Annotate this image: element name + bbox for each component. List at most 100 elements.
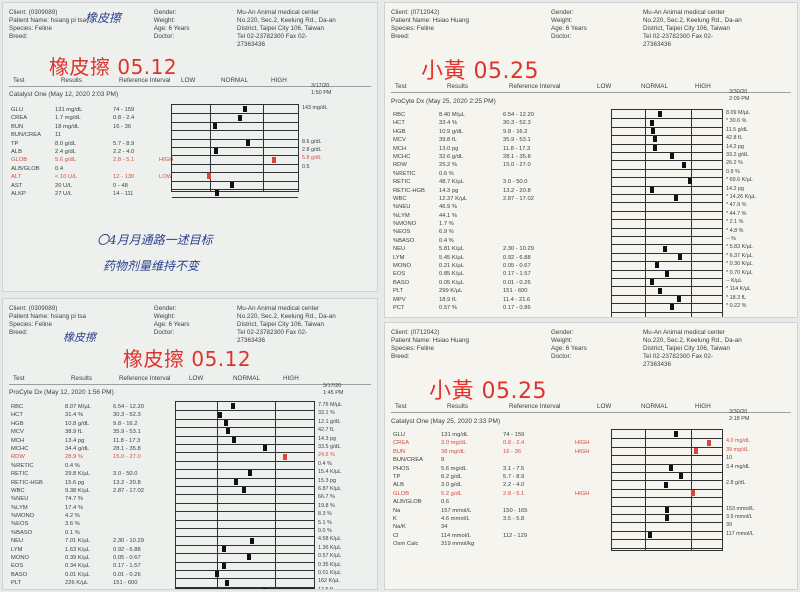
test-name: MPV <box>393 296 406 303</box>
row-divider <box>176 544 314 546</box>
reference-interval: 11.8 - 17.3 <box>503 145 531 152</box>
test-value: 8.40 M/µL <box>439 112 465 118</box>
test-name: MPV <box>11 588 24 590</box>
value-marker <box>691 490 696 496</box>
value-marker <box>272 156 277 163</box>
previous-value: 0.57 K/µL <box>318 553 342 560</box>
clinic-tel: Tel 02-23782300 Fax 02- <box>643 33 714 40</box>
report-card-2: Client: (0712042) Patient Name: Hsiao Hu… <box>384 2 798 318</box>
previous-value: 6.87 K/µL <box>318 486 342 492</box>
date-stamp: 小黃 05.25 <box>429 379 547 404</box>
value-marker <box>654 262 659 269</box>
row-divider <box>612 244 722 246</box>
previous-value: * 0.70 K/µL <box>726 269 753 276</box>
previous-value: * 44.7 % <box>726 210 747 217</box>
row-divider <box>176 536 314 538</box>
prev-date-day: 3/30/20 <box>729 89 748 95</box>
patient-name: Patient Name: Hsiao Huang <box>391 337 470 344</box>
value-marker <box>682 161 687 168</box>
test-name: BASO <box>11 571 28 578</box>
patient-name: Patient Name: Hsiao Huang <box>391 17 470 24</box>
test-name: MCH <box>393 145 407 152</box>
row-divider <box>172 147 298 148</box>
result-row: %MONO 4.2 % <box>9 512 371 520</box>
test-value: 0.6 % <box>439 170 454 177</box>
test-value: 31.4 % <box>65 412 84 419</box>
previous-value: 17.5 fL <box>318 586 335 590</box>
value-marker <box>693 448 698 454</box>
test-name: TP <box>393 473 401 480</box>
col-ref: Reference Interval <box>509 403 561 410</box>
previous-value: 39 <box>726 522 732 529</box>
previous-value: 15.4 K/µL <box>318 469 342 476</box>
result-row: PHOS 5.6 mg/dL 3.1 - 7.5 <box>391 465 791 473</box>
test-name: LYM <box>11 546 23 553</box>
row-divider <box>612 126 722 128</box>
row-divider <box>176 469 314 471</box>
result-rows: RBC 8.07 M/µL 6.54 - 12.20 HCT 31.4 % 30.3 - … <box>9 403 371 590</box>
test-name: %LYM <box>393 212 410 219</box>
row-divider <box>612 446 722 448</box>
result-row: TP 8.0 g/dL 5.7 - 8.9 <box>9 140 371 148</box>
test-name: BUN <box>393 448 406 455</box>
row-divider <box>612 438 722 440</box>
gender-label: Gender: <box>551 9 574 16</box>
row-divider <box>612 278 722 279</box>
previous-value: 3.9 mmol/L <box>726 514 753 520</box>
reference-interval: 30.3 - 52.3 <box>503 120 531 127</box>
test-value: 157 mmol/L <box>441 507 472 514</box>
species: Species: Feline <box>9 25 53 32</box>
row-divider <box>176 494 314 496</box>
reference-interval: 0 - 48 <box>113 182 128 189</box>
row-divider <box>176 460 314 462</box>
clinic-address-2: District, Taipei City 106, Taiwan <box>237 321 324 328</box>
value-marker <box>248 470 253 477</box>
test-value: 8.2 g/dL <box>441 473 462 480</box>
col-results: Results <box>71 375 92 382</box>
prev-date-day: 3/30/20 <box>729 409 748 415</box>
client-id: Client: (0309089) <box>9 305 58 312</box>
client-id: Client: (0712042) <box>391 329 440 336</box>
clinic-tel: Tel 02-23782300 Fax 02- <box>237 33 308 40</box>
result-row: MPV 18.9 fL 11.4 - 21.6 <box>391 296 791 304</box>
test-name: BUN/CREA <box>393 457 423 464</box>
test-value: 5.6 mg/dL <box>441 465 467 472</box>
weight-label: Weight: <box>551 337 573 344</box>
handwritten-name: 橡皮擦 <box>85 11 122 25</box>
prev-date-day: 3/17/20 <box>311 83 330 89</box>
reference-interval: 12 - 130 <box>113 174 135 181</box>
test-value: 10.8 g/dL <box>65 420 90 427</box>
value-marker <box>670 153 674 160</box>
test-name: RETIC-HGB <box>393 187 425 194</box>
flag-label: HIGH <box>159 157 174 164</box>
previous-value: 8.09 M/µL <box>726 110 751 116</box>
test-value: 5.6 g/dL <box>55 157 76 164</box>
previous-value: 0.5 <box>302 163 310 170</box>
row-divider <box>612 210 722 212</box>
row-divider <box>172 163 298 165</box>
row-divider <box>612 185 722 187</box>
value-marker <box>664 506 669 513</box>
col-low: LOW <box>597 83 612 90</box>
row-divider <box>612 160 722 162</box>
result-row: %RETIC 0.4 % <box>9 462 371 470</box>
row-divider <box>612 286 722 288</box>
test-name: RETIC <box>393 179 411 186</box>
result-row: ALKP 27 U/L 14 - 111 <box>9 190 371 198</box>
prev-date-time: 1:50 PM <box>311 90 332 96</box>
col-high: HIGH <box>695 403 711 410</box>
value-marker <box>222 546 227 552</box>
reference-interval: 0.17 - 1.57 <box>113 563 141 570</box>
report-card-4: Client: (0712042) Patient Name: Hsiao Hu… <box>384 322 798 590</box>
reference-interval: 15.0 - 27.0 <box>503 162 531 169</box>
result-row: %RETIC 0.6 % <box>391 170 791 178</box>
row-divider <box>172 180 298 182</box>
result-row: HCT 31.4 % 30.3 - 52.3 <box>9 411 371 419</box>
handwritten-note-1: 〇4月月通路一述目标 <box>97 233 213 247</box>
value-marker <box>232 436 237 443</box>
report-header: Client: (0712042) Patient Name: Hsiao Hu… <box>391 329 791 375</box>
date-stamp: 橡皮擦 05.12 <box>49 55 178 79</box>
previous-value: 33.5 g/dL <box>318 444 341 450</box>
col-test: Test <box>13 375 25 382</box>
test-value: 319 mmol/kg <box>441 541 475 548</box>
